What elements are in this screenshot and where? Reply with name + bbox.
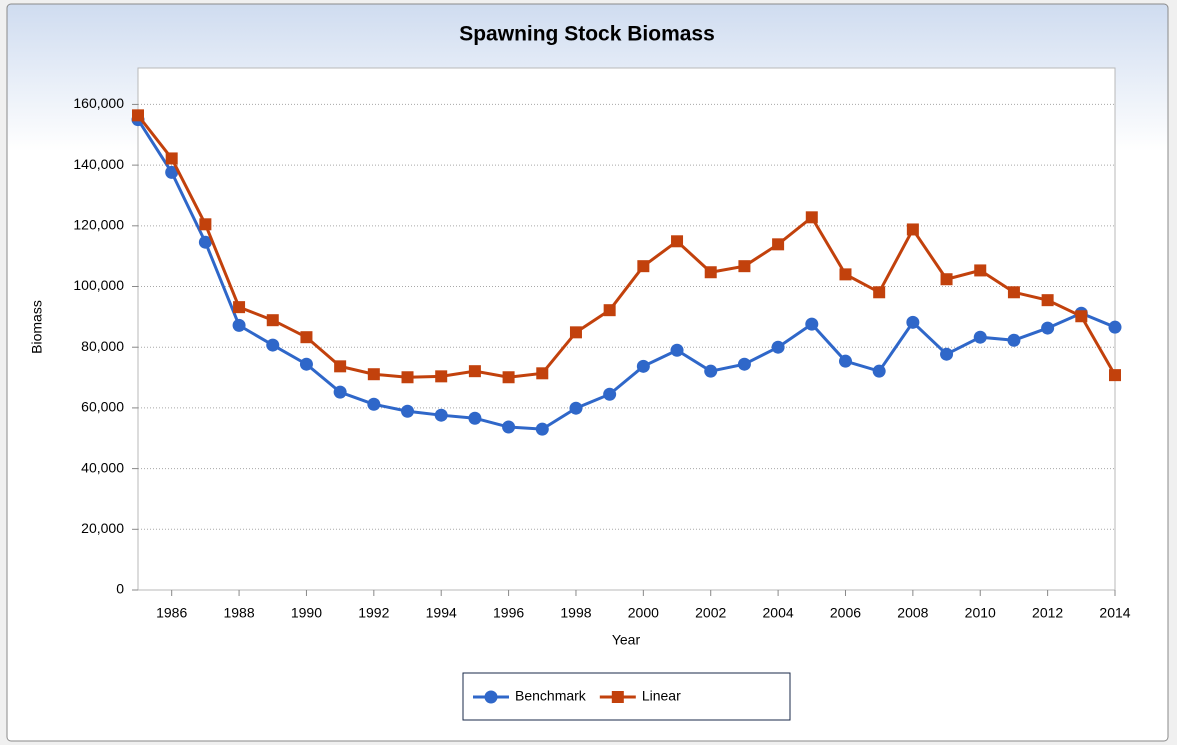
data-point bbox=[569, 326, 582, 339]
data-point bbox=[198, 235, 212, 249]
data-point bbox=[468, 365, 481, 378]
data-point bbox=[401, 371, 414, 384]
data-point bbox=[838, 354, 852, 368]
data-point bbox=[1041, 321, 1055, 335]
data-point bbox=[502, 420, 516, 434]
y-tick-label: 120,000 bbox=[73, 217, 124, 233]
data-point bbox=[1007, 333, 1021, 347]
data-point bbox=[232, 318, 246, 332]
y-tick-label: 0 bbox=[116, 581, 124, 597]
legend-label: Linear bbox=[642, 688, 681, 704]
data-point bbox=[468, 411, 482, 425]
data-point bbox=[300, 331, 313, 344]
data-point bbox=[940, 273, 953, 286]
data-point bbox=[873, 286, 886, 299]
y-tick-label: 60,000 bbox=[81, 399, 124, 415]
data-point bbox=[502, 371, 515, 384]
x-tick-label: 1998 bbox=[560, 605, 591, 621]
x-tick-label: 1994 bbox=[426, 605, 457, 621]
data-point bbox=[299, 357, 313, 371]
data-point bbox=[535, 422, 549, 436]
data-point bbox=[266, 338, 280, 352]
data-point bbox=[805, 317, 819, 331]
data-point bbox=[805, 211, 818, 224]
x-tick-label: 2014 bbox=[1099, 605, 1130, 621]
data-point bbox=[839, 268, 852, 281]
y-tick-label: 160,000 bbox=[73, 95, 124, 111]
data-point bbox=[165, 165, 179, 179]
data-point bbox=[772, 238, 785, 251]
y-tick-label: 20,000 bbox=[81, 520, 124, 536]
data-point bbox=[333, 385, 347, 399]
data-point bbox=[1075, 310, 1088, 323]
y-tick-label: 40,000 bbox=[81, 459, 124, 475]
data-point bbox=[973, 330, 987, 344]
data-point bbox=[1109, 369, 1121, 382]
y-axis-label: Biomass bbox=[29, 300, 45, 354]
data-point bbox=[165, 152, 178, 165]
x-tick-label: 1988 bbox=[223, 605, 254, 621]
data-point bbox=[771, 340, 785, 354]
data-point bbox=[636, 359, 650, 373]
x-tick-label: 1990 bbox=[291, 605, 322, 621]
data-point bbox=[1041, 294, 1054, 307]
data-point bbox=[603, 387, 617, 401]
data-point bbox=[434, 408, 448, 422]
x-tick-label: 1992 bbox=[358, 605, 389, 621]
data-point bbox=[704, 364, 718, 378]
data-point bbox=[199, 218, 212, 231]
chart-title: Spawning Stock Biomass bbox=[459, 23, 715, 46]
y-tick-label: 100,000 bbox=[73, 277, 124, 293]
data-point bbox=[637, 260, 650, 273]
data-point bbox=[266, 314, 279, 327]
data-point bbox=[367, 397, 381, 411]
data-point bbox=[569, 401, 583, 415]
data-point bbox=[704, 266, 717, 279]
x-tick-label: 2002 bbox=[695, 605, 726, 621]
x-tick-label: 1986 bbox=[156, 605, 187, 621]
legend-swatch-marker bbox=[611, 691, 624, 703]
legend-label: Benchmark bbox=[515, 688, 587, 704]
x-tick-label: 2000 bbox=[628, 605, 659, 621]
legend-swatch-marker bbox=[484, 690, 498, 704]
x-tick-label: 2004 bbox=[763, 605, 794, 621]
data-point bbox=[940, 347, 954, 361]
data-point bbox=[367, 368, 380, 381]
data-point bbox=[401, 404, 415, 418]
x-tick-label: 2008 bbox=[897, 605, 928, 621]
data-point bbox=[906, 315, 920, 329]
data-point bbox=[1108, 320, 1122, 334]
data-point bbox=[671, 235, 684, 248]
data-point bbox=[738, 260, 751, 273]
y-tick-label: 80,000 bbox=[81, 338, 124, 354]
data-point bbox=[435, 370, 448, 383]
x-tick-label: 2010 bbox=[965, 605, 996, 621]
data-point bbox=[233, 301, 246, 314]
data-point bbox=[906, 223, 919, 236]
data-point bbox=[1007, 286, 1020, 299]
x-axis-label: Year bbox=[612, 632, 641, 648]
data-point bbox=[737, 357, 751, 371]
x-tick-label: 2012 bbox=[1032, 605, 1063, 621]
data-point bbox=[132, 109, 144, 122]
x-tick-label: 1996 bbox=[493, 605, 524, 621]
data-point bbox=[334, 360, 347, 373]
data-point bbox=[670, 343, 684, 357]
data-point bbox=[872, 364, 886, 378]
data-point bbox=[974, 264, 987, 277]
data-point bbox=[536, 367, 549, 380]
y-tick-label: 140,000 bbox=[73, 156, 124, 172]
plot-area bbox=[137, 67, 1116, 591]
x-tick-label: 2006 bbox=[830, 605, 861, 621]
data-point bbox=[603, 304, 616, 317]
